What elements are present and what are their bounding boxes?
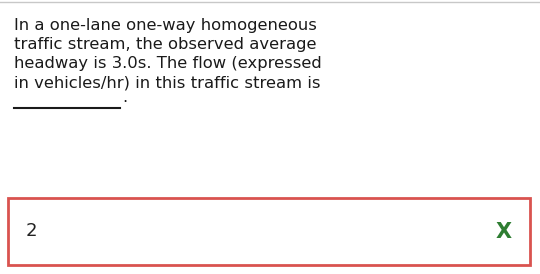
Text: X: X (496, 221, 512, 241)
Text: in vehicles/hr) in this traffic stream is: in vehicles/hr) in this traffic stream i… (14, 75, 321, 90)
Text: traffic stream, the observed average: traffic stream, the observed average (14, 37, 316, 52)
Bar (8, 198, 530, 265)
Text: .: . (122, 90, 127, 105)
Text: headway is 3.0s. The flow (expressed: headway is 3.0s. The flow (expressed (14, 56, 322, 71)
Text: 2: 2 (26, 222, 37, 241)
Text: In a one-lane one-way homogeneous: In a one-lane one-way homogeneous (14, 18, 317, 33)
